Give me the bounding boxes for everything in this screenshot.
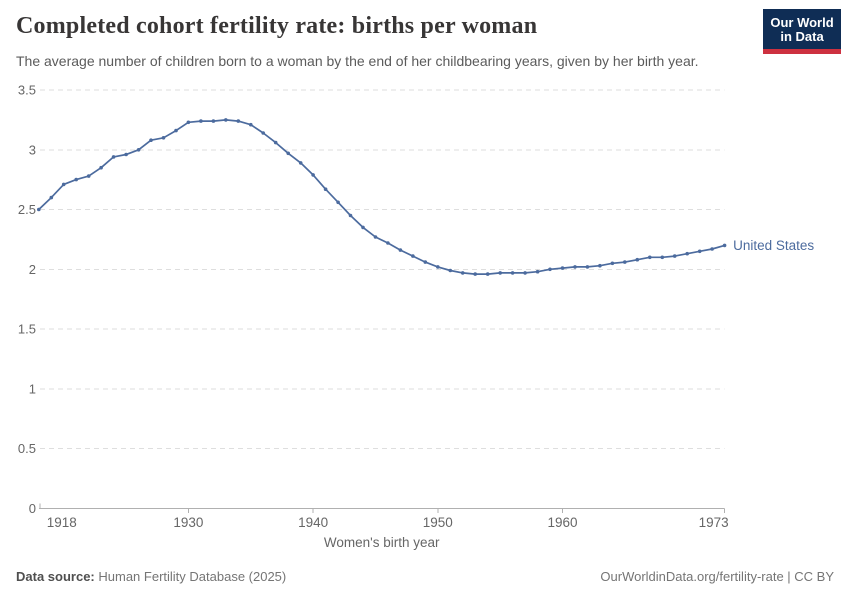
x-tick-label: 1960 — [547, 515, 577, 530]
page-title: Completed cohort fertility rate: births … — [16, 13, 538, 39]
data-point — [286, 151, 291, 156]
y-tick-label: 3 — [29, 142, 36, 157]
data-point — [585, 265, 590, 269]
data-point — [199, 119, 203, 123]
data-point — [273, 140, 278, 145]
x-tick-label: 1930 — [173, 515, 203, 530]
data-point — [635, 257, 640, 262]
data-point — [610, 261, 615, 266]
data-point — [361, 225, 365, 230]
y-tick-label: 1.5 — [18, 322, 36, 337]
data-point — [74, 177, 78, 182]
data-point — [510, 271, 515, 275]
y-tick-label: 3.5 — [18, 83, 36, 98]
y-tick-label: 2.5 — [18, 202, 36, 217]
data-point — [460, 271, 465, 275]
data-point — [124, 152, 128, 157]
data-point — [86, 174, 91, 178]
data-point — [423, 260, 428, 264]
data-point — [598, 263, 602, 268]
data-point — [136, 148, 141, 152]
data-point — [311, 173, 315, 177]
data-point — [685, 251, 689, 256]
data-point — [149, 138, 153, 142]
data-point — [535, 269, 540, 274]
data-point — [697, 249, 702, 254]
data-point — [560, 266, 565, 270]
data-point — [261, 131, 266, 135]
data-point — [298, 161, 303, 165]
owid-logo-line1: Our World — [770, 15, 834, 30]
series-label: United States — [733, 238, 814, 253]
data-point — [323, 187, 328, 191]
data-point — [722, 243, 727, 248]
data-point — [37, 207, 41, 212]
data-point — [99, 165, 103, 170]
y-tick-label: 2 — [29, 262, 36, 277]
data-point — [249, 122, 253, 127]
data-point — [660, 255, 665, 260]
series-line[interactable] — [37, 119, 726, 275]
data-point — [710, 247, 714, 251]
data-point — [473, 272, 478, 276]
data-point — [386, 241, 390, 245]
y-tick-label: 0.5 — [18, 441, 36, 456]
y-tick-label: 0 — [29, 501, 36, 516]
data-point — [348, 213, 353, 218]
data-point — [49, 195, 54, 200]
data-point — [398, 248, 403, 252]
data-point — [548, 267, 552, 272]
data-source-label: Data source: — [16, 569, 95, 584]
x-tick-label: 1918 — [47, 515, 77, 530]
x-tick-label: 1973 — [699, 515, 729, 530]
data-point — [174, 128, 178, 133]
x-tick-label: 1940 — [298, 515, 328, 530]
data-point — [61, 182, 66, 187]
data-point — [672, 254, 677, 258]
attribution-link[interactable]: OurWorldinData.org/fertility-rate | CC B… — [600, 569, 834, 584]
x-axis-title: Women's birth year — [324, 535, 440, 550]
x-tick-label: 1950 — [423, 515, 453, 530]
data-point — [523, 271, 527, 275]
data-point — [336, 200, 340, 205]
data-point — [411, 254, 415, 258]
data-point — [236, 119, 241, 123]
data-point — [648, 255, 652, 260]
data-point — [186, 120, 191, 125]
owid-logo-line2: in Data — [780, 29, 824, 44]
y-tick-label: 1 — [29, 381, 36, 396]
data-point — [211, 119, 216, 123]
data-point — [373, 235, 378, 239]
data-source: Data source: Human Fertility Database (2… — [16, 569, 286, 584]
data-source-value: Human Fertility Database (2025) — [98, 569, 287, 584]
data-point — [623, 260, 627, 264]
page-subtitle: The average number of children born to a… — [16, 53, 699, 69]
data-point — [448, 268, 453, 273]
data-point — [436, 265, 440, 269]
data-point — [485, 272, 490, 276]
owid-logo[interactable]: Our World in Data — [763, 9, 841, 54]
data-point — [573, 265, 577, 269]
data-point — [224, 118, 228, 122]
data-point — [111, 155, 116, 159]
data-point — [161, 136, 166, 140]
data-point — [498, 271, 503, 275]
